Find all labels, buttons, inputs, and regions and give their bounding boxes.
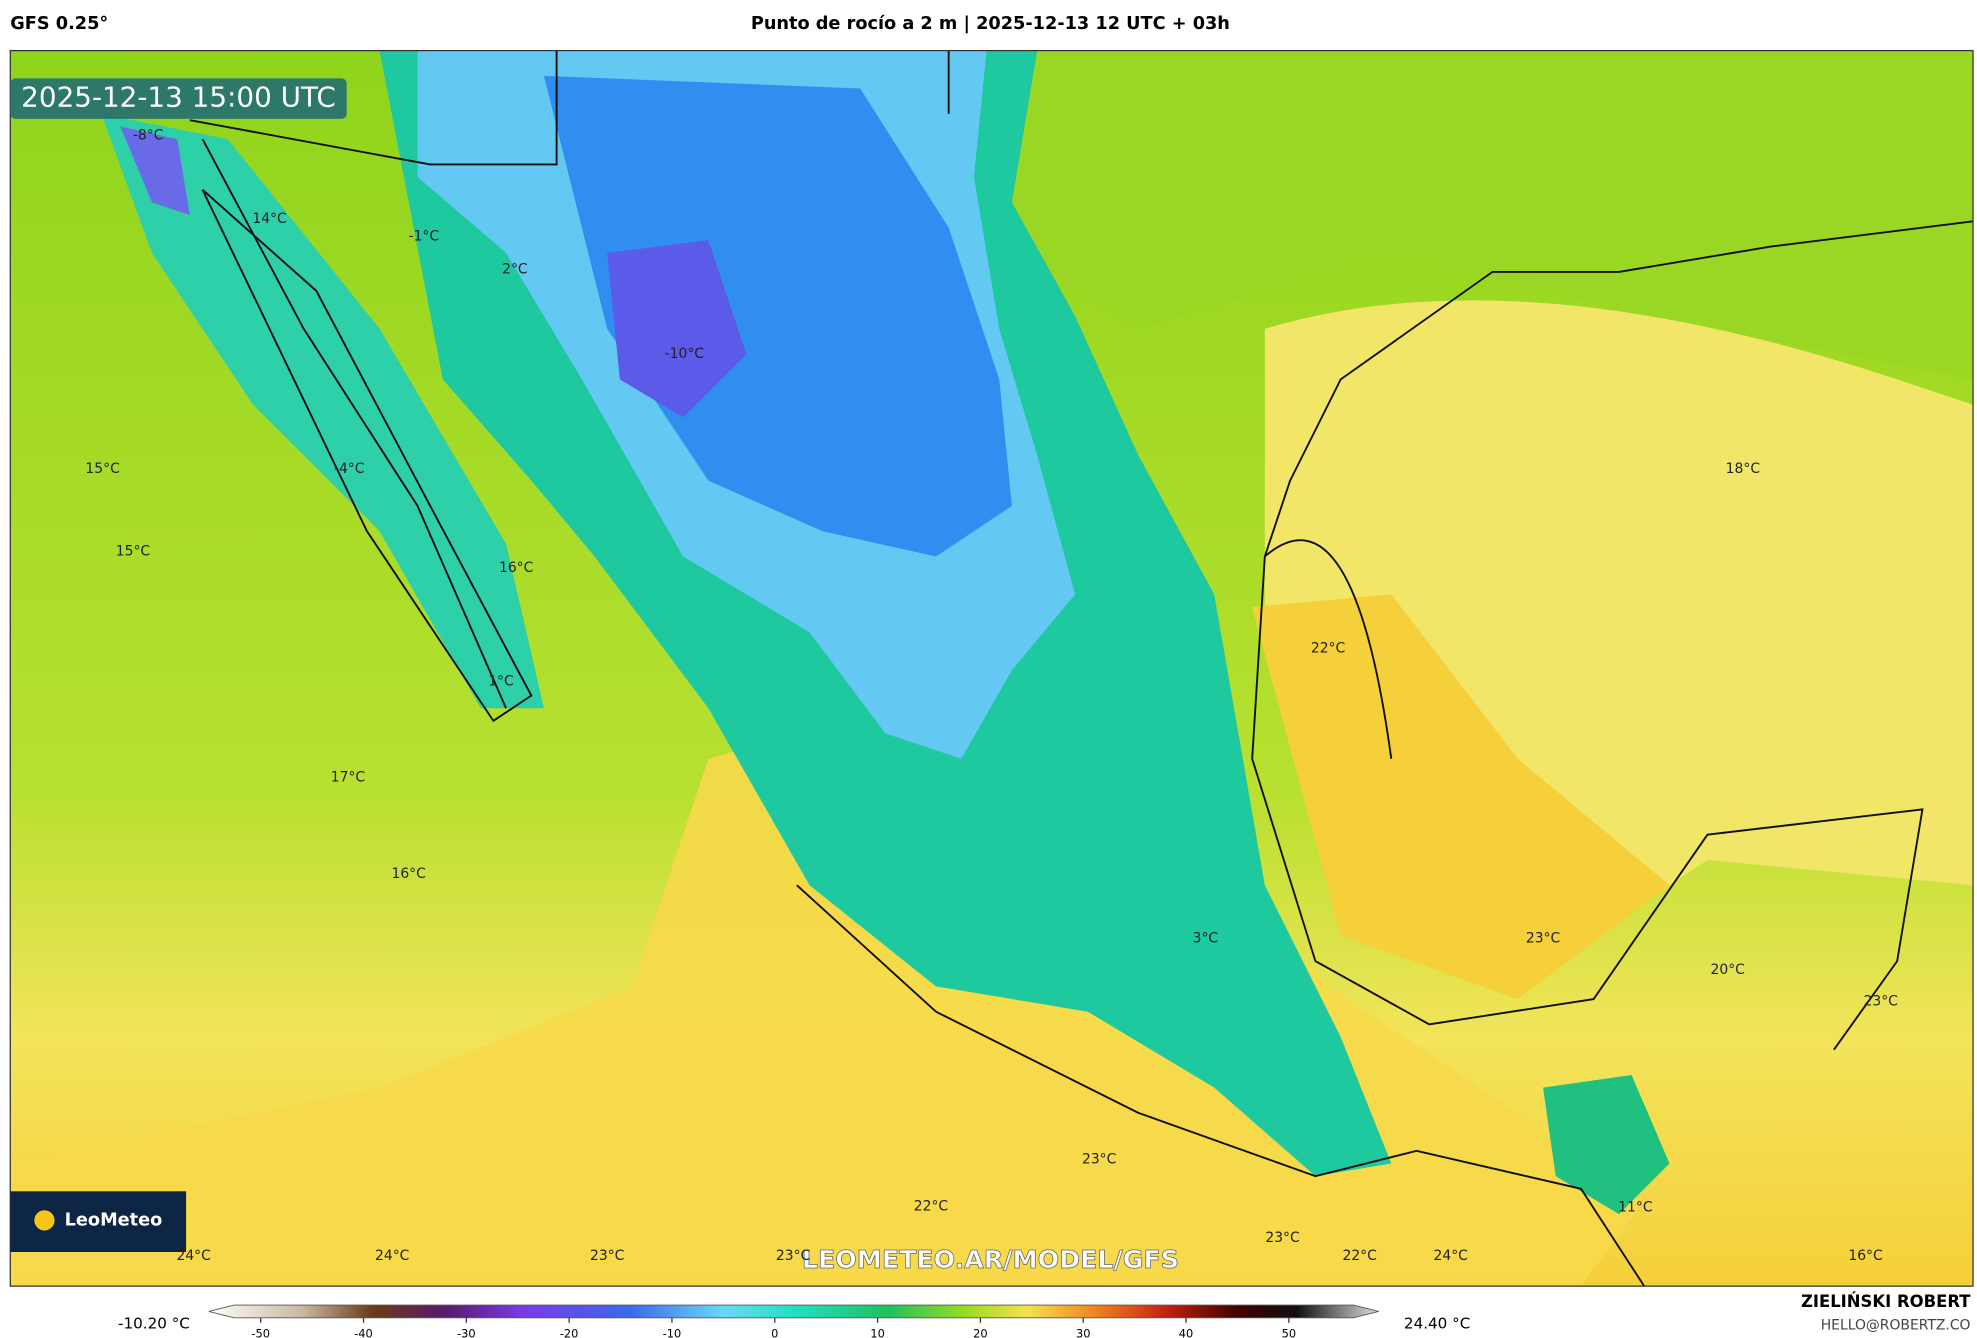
map-label: 14°C [252, 211, 286, 227]
map-label: -8°C [133, 127, 164, 143]
map-label: 20°C [1711, 962, 1745, 978]
map-label: 24°C [176, 1248, 210, 1264]
colorbar-tick-label: 20 [973, 1327, 987, 1338]
map-label: 23°C [776, 1248, 810, 1264]
logo: LeoMeteo [65, 1210, 163, 1230]
map-label: 11°C [1618, 1200, 1652, 1216]
map-label: 23°C [1526, 930, 1560, 946]
colorbar-tick-label: 40 [1179, 1327, 1193, 1338]
map-label: 16°C [499, 560, 533, 576]
timestamp-box [10, 78, 347, 119]
colorbar-tick-label: -30 [457, 1327, 476, 1338]
map-label: 22°C [1342, 1248, 1376, 1264]
map [10, 50, 1974, 1287]
title: Punto de rocío a 2 m | 2025-12-13 12 UTC… [751, 14, 1230, 34]
map-label: 23°C [1082, 1152, 1116, 1168]
map-label: -4°C [334, 461, 365, 477]
colorbar-tick-label: 10 [870, 1327, 884, 1338]
map-label: 23°C [1864, 994, 1898, 1010]
watermark: LEOMETEO.AR/MODEL/GFS [802, 1245, 1179, 1274]
map-label: 2°C [502, 261, 528, 277]
map-frame [9, 49, 1974, 1287]
map-label: 24°C [375, 1248, 409, 1264]
map-label: 1°C [488, 674, 514, 690]
colorbar-tick-label: 30 [1076, 1327, 1090, 1338]
map-label: 22°C [914, 1198, 948, 1214]
colorbar-max: 24.40 °C [1404, 1315, 1470, 1333]
colorbar [208, 1304, 1379, 1319]
timestamp: 2025-12-13 15:00 UTC [21, 81, 336, 114]
colorbar-tick-label: -10 [663, 1327, 682, 1338]
email: HELLO@ROBERTZ.CO [1821, 1317, 1971, 1333]
colorbar-min: -10.20 °C [118, 1315, 190, 1333]
map-label: 22°C [1311, 641, 1345, 657]
colorbar-tick-label: 50 [1282, 1327, 1296, 1338]
author: ZIELIŃSKI ROBERT [1801, 1292, 1971, 1311]
map-label: -10°C [665, 346, 704, 362]
map-label: -1°C [409, 228, 440, 244]
map-label: 16°C [1848, 1248, 1882, 1264]
map-label: 18°C [1726, 461, 1760, 477]
map-label: 24°C [1434, 1248, 1468, 1264]
map-label: 23°C [590, 1248, 624, 1264]
map-label: 17°C [331, 770, 365, 786]
map-label: 23°C [1265, 1230, 1299, 1246]
colorbar-tick-label: -40 [354, 1327, 373, 1338]
colorbar-tick-label: 0 [771, 1327, 778, 1338]
model: GFS 0.25° [10, 14, 108, 34]
colorbar-tick-label: -50 [251, 1327, 270, 1338]
map-label: 15°C [116, 543, 150, 559]
map-label: 16°C [391, 866, 425, 882]
colorbar-tick-label: -20 [560, 1327, 579, 1338]
map-label: 15°C [85, 461, 119, 477]
logo-icon [34, 1210, 55, 1231]
map-label: 3°C [1193, 930, 1219, 946]
